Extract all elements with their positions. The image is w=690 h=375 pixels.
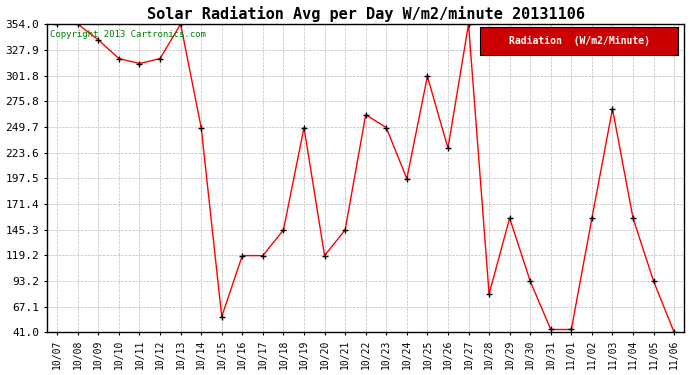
Title: Solar Radiation Avg per Day W/m2/minute 20131106: Solar Radiation Avg per Day W/m2/minute … — [147, 6, 584, 21]
Text: Copyright 2013 Cartronics.com: Copyright 2013 Cartronics.com — [50, 30, 206, 39]
